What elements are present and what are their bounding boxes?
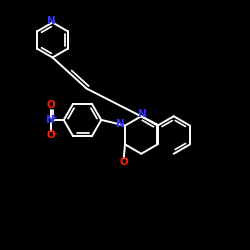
Text: N: N (116, 120, 125, 130)
Text: N: N (138, 109, 146, 119)
Text: O: O (120, 157, 128, 167)
Text: N: N (46, 115, 55, 125)
Text: N: N (48, 16, 56, 26)
Text: +: + (51, 112, 57, 122)
Text: −: − (50, 130, 58, 138)
Text: O: O (46, 100, 55, 110)
Text: O: O (46, 130, 55, 140)
